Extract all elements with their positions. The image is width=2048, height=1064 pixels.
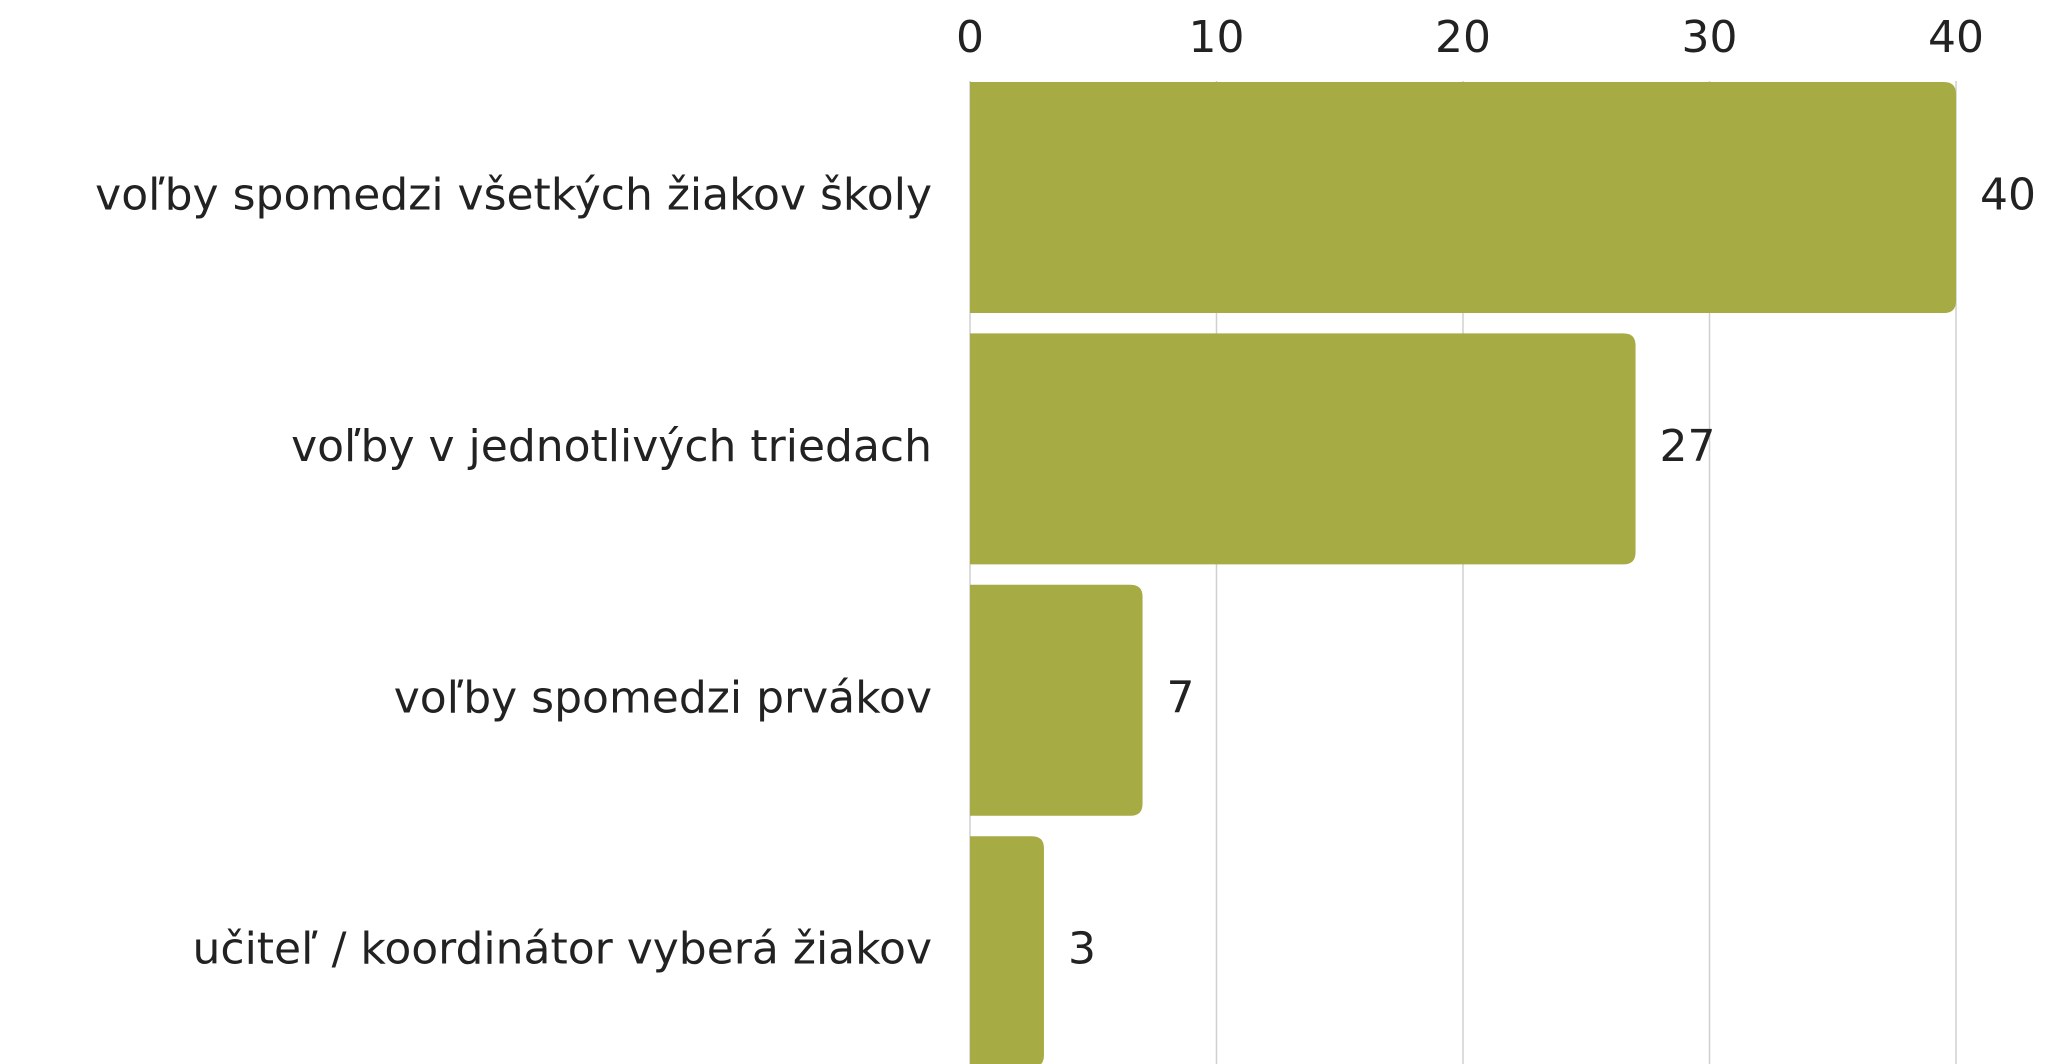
y-tick-label: voľby spomedzi prvákov — [394, 672, 932, 723]
bar — [970, 333, 1636, 565]
value-label: 27 — [1660, 421, 1716, 472]
y-tick-label: učiteľ / koordinátor vyberá žiakov — [192, 924, 932, 975]
value-label: 7 — [1167, 672, 1195, 723]
value-label: 40 — [1980, 170, 2036, 221]
bar — [970, 584, 1143, 816]
x-tick-label: 30 — [1682, 12, 1738, 63]
x-tick-label: 20 — [1435, 12, 1491, 63]
value-label: 3 — [1068, 924, 1096, 975]
x-tick-label: 10 — [1189, 12, 1245, 63]
x-tick-label: 0 — [956, 12, 984, 63]
y-tick-label: voľby spomedzi všetkých žiakov školy — [95, 170, 932, 221]
y-tick-label: voľby v jednotlivých triedach — [291, 421, 932, 472]
bar — [970, 82, 1956, 313]
x-tick-label: 40 — [1928, 12, 1984, 63]
bar — [970, 836, 1044, 1064]
